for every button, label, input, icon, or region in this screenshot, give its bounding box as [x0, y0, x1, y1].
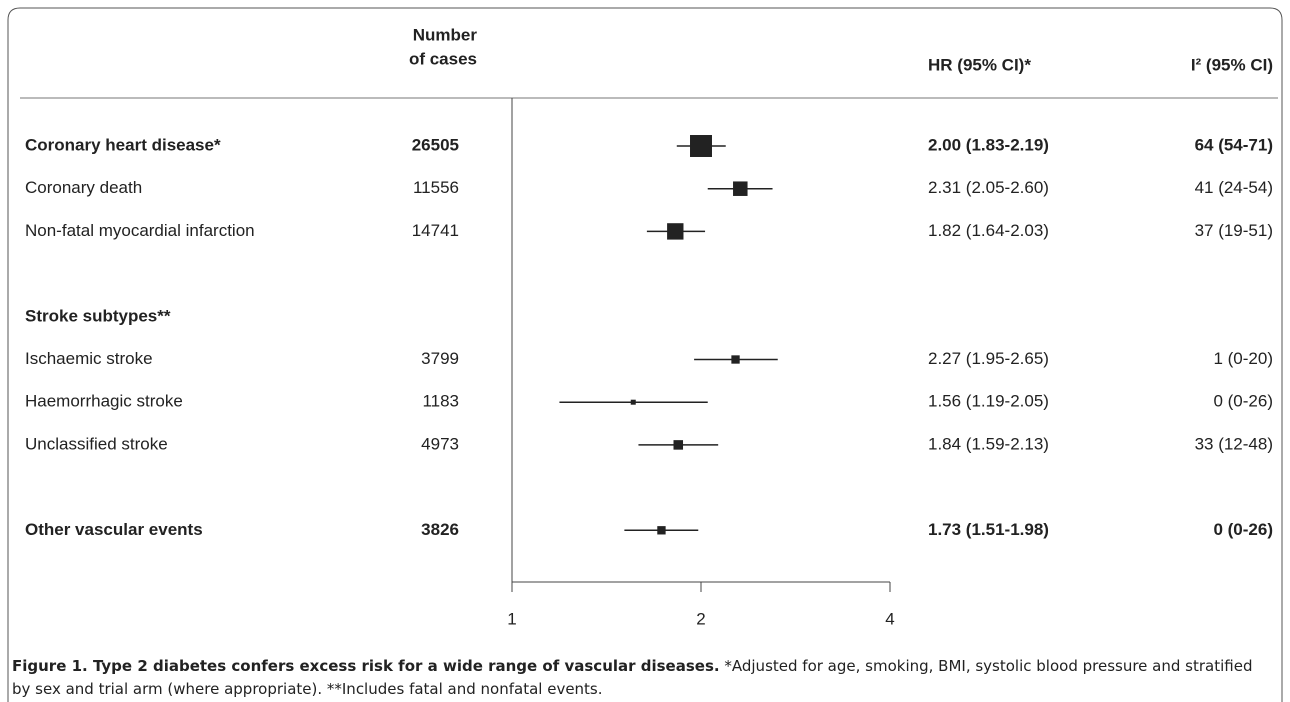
- header-cases: Number: [413, 25, 478, 44]
- i2-label: 64 (54-71): [1195, 135, 1273, 154]
- row-label: Coronary heart disease*: [25, 135, 221, 154]
- row-label: Ischaemic stroke: [25, 349, 153, 368]
- i2-label: 0 (0-26): [1213, 392, 1273, 411]
- i2-label: 1 (0-20): [1213, 349, 1273, 368]
- hr-square: [630, 399, 636, 405]
- hr-label: 1.82 (1.64-2.03): [928, 221, 1049, 240]
- row-label: Other vascular events: [25, 520, 203, 539]
- hr-label: 2.00 (1.83-2.19): [928, 135, 1049, 154]
- hr-label: 1.73 (1.51-1.98): [928, 520, 1049, 539]
- hr-label: 2.31 (2.05-2.60): [928, 178, 1049, 197]
- hr-square: [690, 135, 712, 157]
- hr-square: [657, 526, 666, 535]
- row-label: Non-fatal myocardial infarction: [25, 221, 255, 240]
- hr-label: 2.27 (1.95-2.65): [928, 349, 1049, 368]
- x-tick-label: 1: [507, 609, 516, 628]
- x-tick-label: 4: [885, 609, 894, 628]
- cases: 1183: [422, 392, 459, 411]
- caption: Figure 1. Type 2 diabetes confers excess…: [12, 655, 1272, 701]
- hr-square: [667, 223, 684, 240]
- header-i2: I² (95% CI): [1191, 55, 1273, 74]
- x-tick-label: 2: [696, 609, 705, 628]
- hr-square: [731, 355, 740, 364]
- i2-label: 41 (24-54): [1195, 178, 1273, 197]
- cases: 3826: [421, 520, 459, 539]
- hr-label: 1.56 (1.19-2.05): [928, 392, 1049, 411]
- cases: 3799: [421, 349, 459, 368]
- cases: 11556: [413, 178, 459, 197]
- cases: 26505: [412, 135, 459, 154]
- row-label: Haemorrhagic stroke: [25, 392, 183, 411]
- caption-title: Figure 1. Type 2 diabetes confers excess…: [12, 657, 720, 675]
- cases: 4973: [421, 434, 459, 453]
- row-label: Stroke subtypes**: [25, 306, 171, 325]
- row-label: Coronary death: [25, 178, 142, 197]
- hr-square: [733, 181, 748, 196]
- hr-square: [673, 440, 684, 450]
- row-label: Unclassified stroke: [25, 434, 168, 453]
- i2-label: 0 (0-26): [1213, 520, 1273, 539]
- header-cases: of cases: [409, 49, 477, 68]
- cases: 14741: [412, 221, 459, 240]
- hr-label: 1.84 (1.59-2.13): [928, 434, 1049, 453]
- caption-text: *Adjusted for age, smoking, BMI, systoli…: [12, 657, 1253, 698]
- i2-label: 37 (19-51): [1195, 221, 1273, 240]
- i2-label: 33 (12-48): [1195, 434, 1273, 453]
- frame: [7, 7, 1283, 702]
- header-hr: HR (95% CI)*: [928, 55, 1031, 74]
